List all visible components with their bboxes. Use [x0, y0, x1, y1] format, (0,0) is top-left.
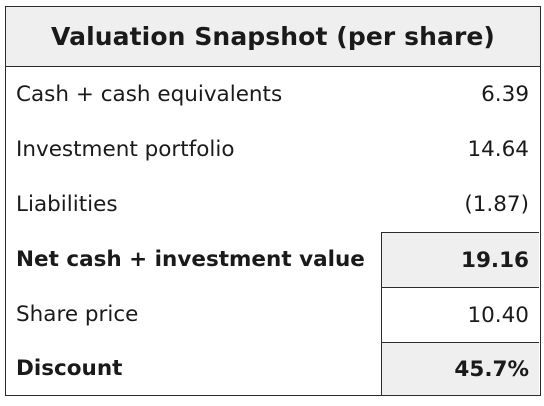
table-header: Valuation Snapshot (per share) [6, 7, 540, 67]
valuation-snapshot-table: Valuation Snapshot (per share) Cash + ca… [5, 6, 541, 396]
row-value: 45.7% [381, 342, 539, 395]
row-label: Share price [16, 302, 139, 327]
row-value: 19.16 [381, 232, 539, 287]
row-label: Cash + cash equivalents [16, 82, 283, 107]
table-row-liabilities: Liabilities (1.87) [6, 177, 539, 232]
row-value: 6.39 [481, 82, 529, 107]
table-title: Valuation Snapshot (per share) [51, 22, 495, 51]
table-row-net-value: Net cash + investment value 19.16 [6, 232, 539, 287]
table-row-discount: Discount 45.7% [6, 342, 539, 395]
table-row-cash: Cash + cash equivalents 6.39 [6, 67, 539, 122]
row-label: Investment portfolio [16, 137, 235, 162]
row-value: 10.40 [381, 287, 539, 342]
row-label: Discount [16, 356, 123, 381]
table-body: Cash + cash equivalents 6.39 Investment … [6, 67, 540, 395]
row-value: (1.87) [464, 192, 529, 217]
table-row-investment-portfolio: Investment portfolio 14.64 [6, 122, 539, 177]
row-label: Net cash + investment value [16, 247, 365, 272]
row-label: Liabilities [16, 192, 118, 217]
table-row-share-price: Share price 10.40 [6, 287, 539, 342]
row-value: 14.64 [467, 137, 529, 162]
